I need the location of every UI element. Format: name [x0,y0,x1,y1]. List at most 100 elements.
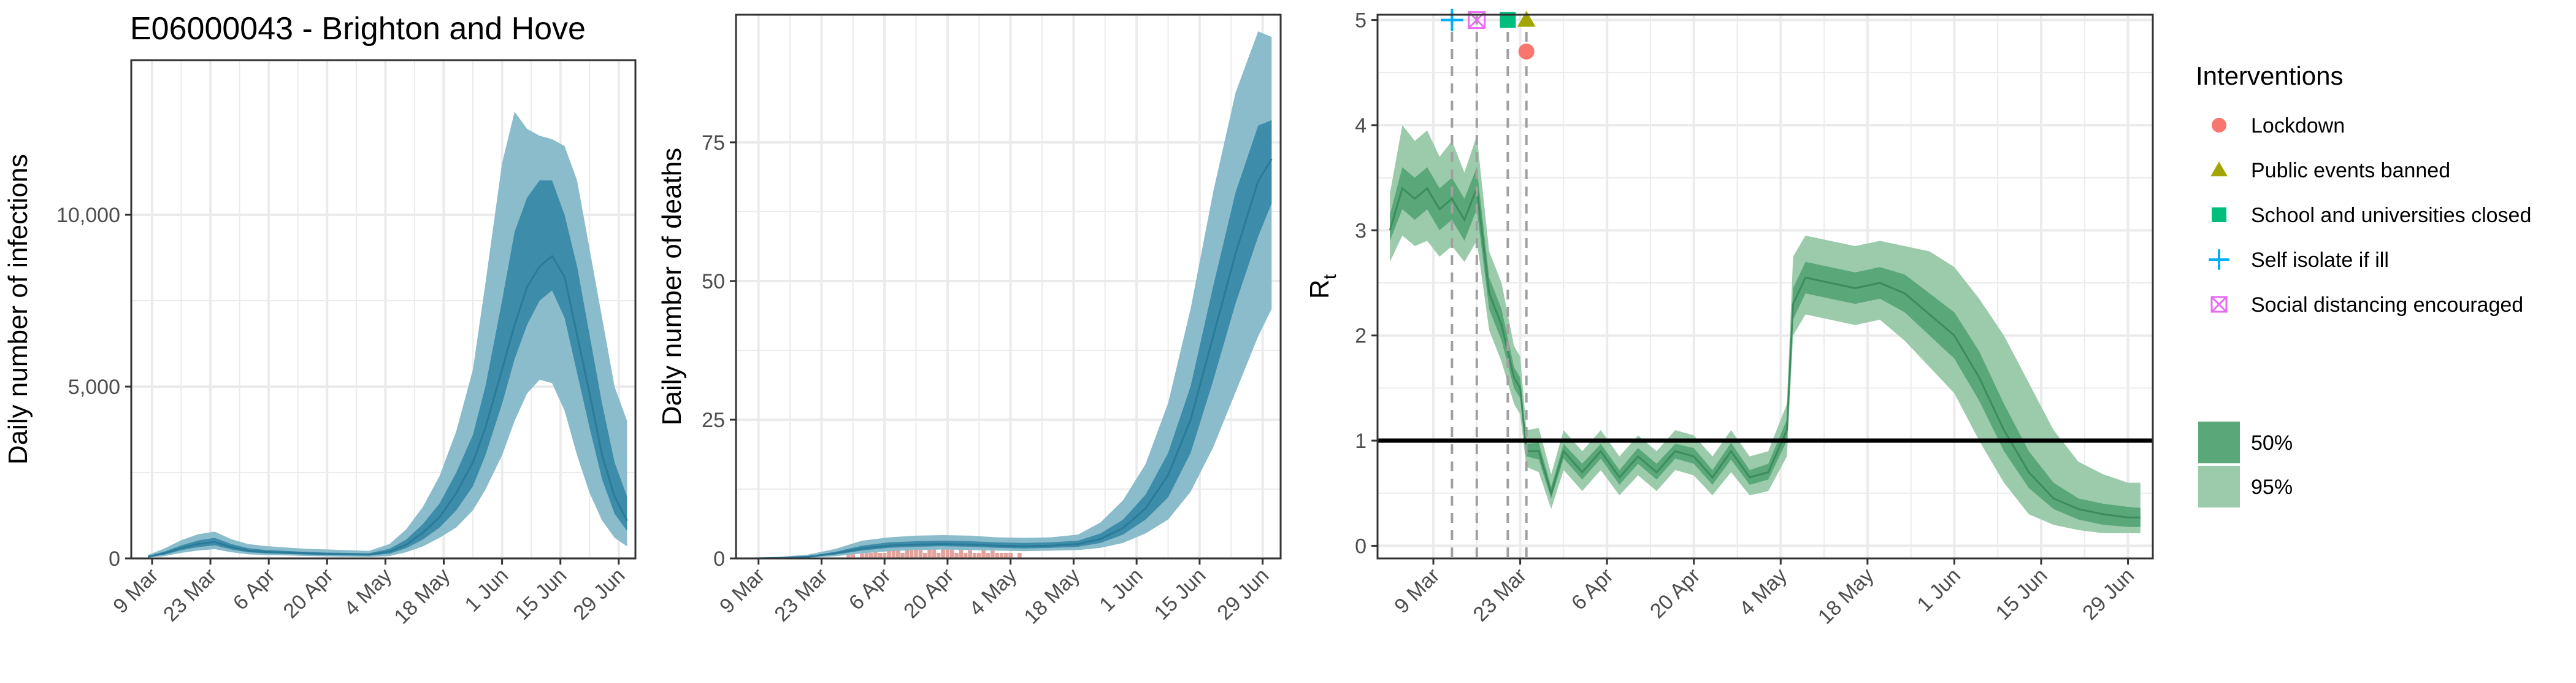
observed-death-bar [922,552,927,558]
observed-death-bar [981,547,986,558]
plot-area [147,112,628,558]
x-tick-label: 23 Mar [770,564,832,627]
legend-marker-icon [2210,161,2228,177]
observed-death-bar [1008,552,1013,558]
legend-marker-icon [2212,118,2226,133]
ci50-band [148,180,627,557]
figure-title: E06000043 - Brighton and Hove [130,11,586,47]
observed-death-bar [1018,552,1022,558]
x-tick-label: 20 Apr [1646,564,1704,623]
x-tick-label: 29 Jun [2078,564,2139,625]
legend-item-label: Lockdown [2251,114,2345,137]
y-tick-label: 0 [713,547,725,571]
x-tick-label: 1 Jun [461,564,513,617]
observed-death-bar [1004,552,1008,558]
observed-death-bar [860,552,864,558]
observed-death-bar [986,552,991,558]
legend-item-label: School and universities closed [2251,204,2531,227]
legend-item-label: Public events banned [2251,159,2450,182]
x-tick-label: 15 Jun [1149,564,1210,625]
y-tick-label: 1 [1355,430,1367,453]
observed-death-bar [914,541,918,558]
y-tick-label: 5 [1355,9,1367,33]
panel-border [1376,14,2154,560]
observed-death-bar [909,547,914,558]
x-tick-label: 9 Mar [109,564,163,618]
legend-ci-item: 95% [2198,466,2293,507]
x-tick-label: 9 Mar [1390,564,1444,618]
observed-death-bar [968,547,972,558]
x-tick-label: 9 Mar [715,564,769,618]
y-tick-label: 3 [1355,219,1367,242]
y-tick-label: 5,000 [68,376,120,399]
x-tick-label: 29 Jun [569,564,629,625]
observed-death-bar [949,547,954,558]
chart-panel-3: 0 1 2 3 4 5 9 Mar 23 Mar 6 Apr 20 Apr 4 May 18 May 1… [1305,9,2154,629]
observed-death-bar [995,552,999,558]
x-tick-label: 15 Jun [1991,564,2052,625]
observed-death-bar [868,552,873,558]
observed-death-bar [945,547,950,558]
legend-item-label: Social distancing encouraged [2251,293,2523,317]
y-axis-title: Daily number of infections [3,154,33,465]
x-tick-label: 4 May [965,564,1021,620]
median-line [754,158,1273,558]
legend: Interventions Lockdown Public events banne… [2196,61,2531,507]
legend-marker-icon [2210,296,2228,313]
observed-death-bar [991,547,995,558]
x-tick-label: 15 Jun [510,564,571,625]
y-tick-label: 25 [702,409,725,432]
x-tick-label: 6 Apr [845,564,895,615]
x-tick-label: 6 Apr [1567,564,1618,615]
observed-death-bar [882,552,887,558]
legend-item-label: Self isolate if ill [2251,249,2389,272]
observed-death-bar [887,547,891,558]
observed-death-bar [873,547,878,558]
y-axis-title: Rt [1305,274,1340,299]
legend-ci-label: 50% [2251,431,2293,455]
legend-item: Self isolate if ill [2209,249,2389,272]
median-line [1389,187,2141,519]
intervention-marker [1441,9,1463,31]
y-tick-label: 4 [1355,114,1367,137]
legend-item: School and universities closed [2212,204,2531,227]
x-tick-label: 1 Jun [1912,564,1965,617]
y-tick-label: 10,000 [56,204,120,227]
legend-title: Interventions [2196,61,2343,90]
x-tick-label: 4 May [1735,564,1792,620]
intervention-marker [1517,10,1536,27]
x-tick-label: 18 May [1814,564,1879,629]
observed-death-bar [954,552,959,558]
x-tick-label: 20 Apr [279,564,338,623]
panel-border [130,59,637,560]
y-tick-label: 2 [1355,325,1367,348]
x-tick-label: 6 Apr [229,564,280,615]
legend-marker-icon [2209,249,2229,270]
legend-item: Public events banned [2210,159,2450,182]
x-tick-label: 23 Mar [159,564,221,627]
y-axis-subscript: t [1320,274,1340,279]
legend-ci-item: 50% [2198,422,2293,463]
x-tick-label: 4 May [340,564,396,620]
legend-item: Lockdown [2212,114,2345,137]
observed-death-bar [963,552,968,558]
legend-ci-swatch [2198,422,2240,463]
x-tick-label: 18 May [1019,564,1084,629]
ci95-band [148,112,627,558]
y-axis-title: Daily number of deaths [657,148,687,425]
legend-ci-label: 95% [2251,476,2293,499]
observed-death-bar [972,552,977,558]
ci50-band [1390,167,2141,527]
observed-death-bar [851,552,856,558]
plot-area [1378,125,2153,533]
x-tick-label: 20 Apr [899,564,958,623]
observed-death-bar [941,541,945,558]
observed-death-bar [927,547,932,558]
observed-death-bar [918,547,923,558]
observed-death-bar [900,552,905,558]
observed-death-bar [878,552,883,558]
